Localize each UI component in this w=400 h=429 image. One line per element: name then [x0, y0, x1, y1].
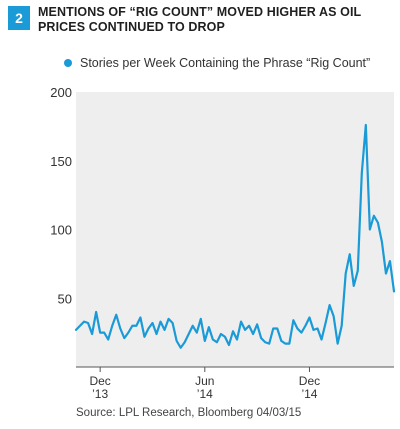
x-tick-label: ’13 — [92, 387, 108, 401]
x-tick-label: Dec — [299, 374, 320, 388]
x-tick-label: ’14 — [301, 387, 317, 401]
x-tick-label: Jun — [195, 374, 214, 388]
y-tick-label: 100 — [50, 223, 72, 238]
y-tick-label: 150 — [50, 154, 72, 169]
figure-number-badge: 2 — [8, 6, 30, 30]
x-tick-label: Dec — [89, 374, 110, 388]
plot-area — [76, 92, 394, 367]
y-tick-label: 200 — [50, 85, 72, 100]
x-tick-label: ’14 — [197, 387, 213, 401]
series-line — [74, 123, 396, 349]
legend-label: Stories per Week Containing the Phrase “… — [80, 56, 371, 70]
chart-title: MENTIONS OF “RIG COUNT” MOVED HIGHER AS … — [38, 5, 362, 34]
y-tick-label: 50 — [58, 291, 72, 306]
source-note: Source: LPL Research, Bloomberg 04/03/15 — [76, 407, 302, 419]
legend-marker-icon — [64, 59, 72, 67]
legend: Stories per Week Containing the Phrase “… — [64, 56, 370, 70]
